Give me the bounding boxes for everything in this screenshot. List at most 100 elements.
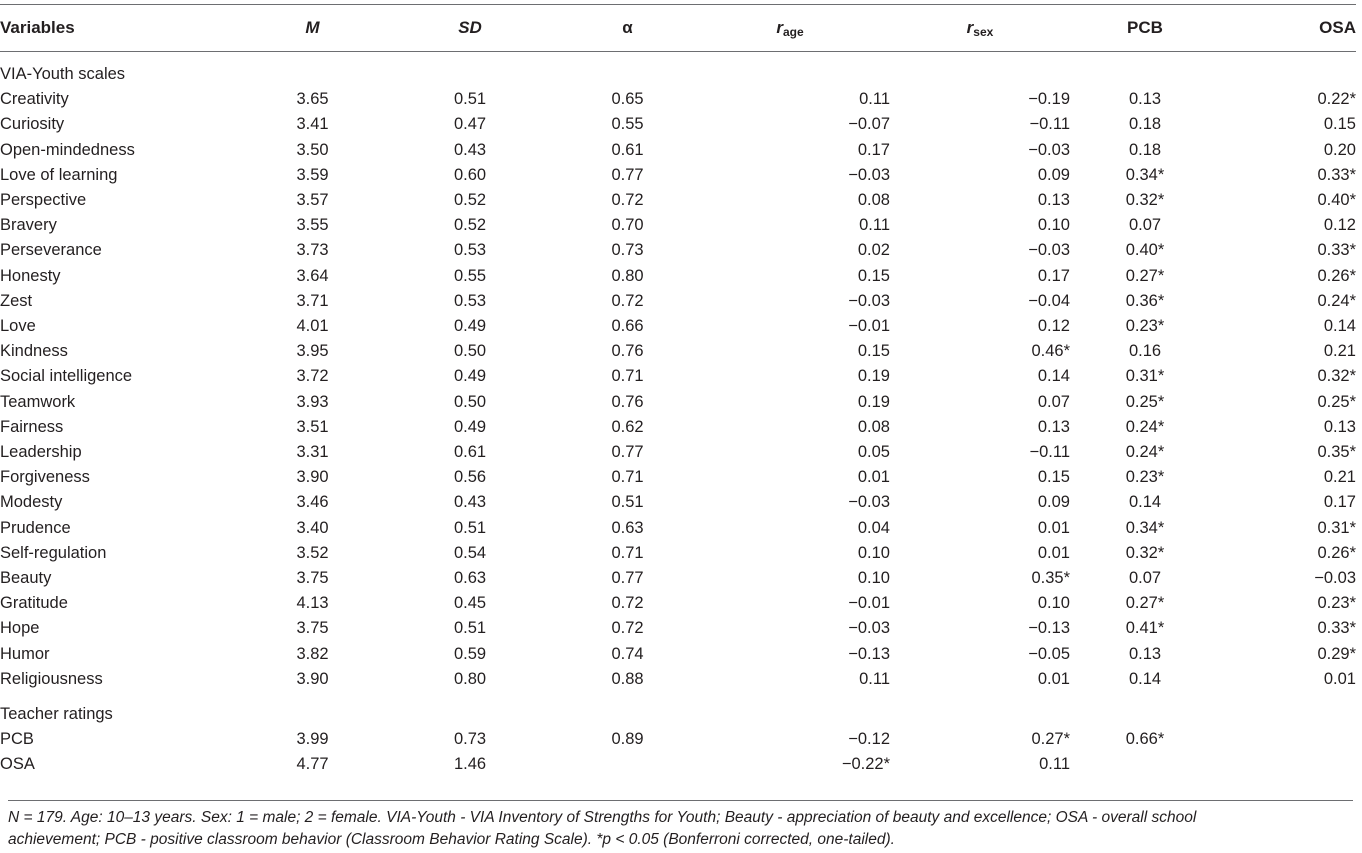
cell-alpha: 0.72 xyxy=(611,291,644,310)
cell-mean: 3.73 xyxy=(296,241,329,260)
cell-r-age: 0.02 xyxy=(857,241,890,260)
cell-r-age: 0.11 xyxy=(859,669,890,688)
cell-r-sex: 0.01 xyxy=(1037,518,1070,537)
header-r-age: rage xyxy=(690,4,890,52)
cell-pcb: 0.13 xyxy=(1128,90,1162,109)
table-row: Self-regulation 3.52 0.54 0.71 0.10 0.01 0.32*… xyxy=(0,541,1356,566)
cell-pcb: 0.23* xyxy=(1125,468,1165,487)
cell-mean: 4.13 xyxy=(296,594,329,613)
cell-pcb: 0.24* xyxy=(1125,443,1165,462)
cell-r-sex: 0.27* xyxy=(1031,730,1070,749)
header-variables: Variables xyxy=(0,4,250,52)
cell-pcb: 0.14 xyxy=(1128,669,1162,688)
cell-pcb: 0.34* xyxy=(1125,165,1165,184)
cell-sd: 0.51 xyxy=(453,90,487,109)
cell-osa: 0.12 xyxy=(1323,216,1356,235)
cell-pcb: 0.07 xyxy=(1128,569,1162,588)
cell-r-age: 0.01 xyxy=(857,468,890,487)
statistics-table: Variables M SD α rage rsex PCB OSA VIA-Y… xyxy=(0,4,1356,784)
cell-r-age: −0.03 xyxy=(848,165,890,184)
cell-alpha: 0.63 xyxy=(611,518,644,537)
table-footnote: N = 179. Age: 10–13 years. Sex: 1 = male… xyxy=(8,800,1353,851)
cell-mean: 3.59 xyxy=(296,165,329,184)
table-row: Love 4.01 0.49 0.66 −0.01 0.12 0.23* 0.14 xyxy=(0,314,1356,339)
cell-pcb: 0.40* xyxy=(1125,241,1165,260)
table-row: Creativity 3.65 0.51 0.65 0.11 −0.19 0.13 0.22* xyxy=(0,87,1356,112)
cell-r-age: −0.07 xyxy=(848,115,890,134)
cell-r-sex: −0.19 xyxy=(1028,90,1070,109)
cell-r-sex: 0.13 xyxy=(1037,191,1070,210)
cell-pcb: 0.41* xyxy=(1125,619,1165,638)
cell-sd: 0.52 xyxy=(453,191,487,210)
cell-sd: 0.49 xyxy=(453,367,487,386)
cell-mean: 3.90 xyxy=(296,468,329,487)
cell-variable: Prudence xyxy=(0,518,71,537)
table-row: Social intelligence 3.72 0.49 0.71 0.19 0.14 0… xyxy=(0,364,1356,389)
cell-alpha: 0.71 xyxy=(611,543,644,562)
section-label-teacher: Teacher ratings xyxy=(0,705,113,724)
cell-r-age: −0.22* xyxy=(841,755,890,774)
cell-alpha: 0.72 xyxy=(611,594,644,613)
cell-osa: 0.35* xyxy=(1317,443,1356,462)
cell-r-sex: −0.05 xyxy=(1028,644,1070,663)
cell-pcb: 0.24* xyxy=(1125,417,1165,436)
cell-mean: 3.99 xyxy=(296,730,329,749)
cell-r-age: −0.12 xyxy=(848,730,890,749)
table-row: Modesty 3.46 0.43 0.51 −0.03 0.09 0.14 0.17 xyxy=(0,490,1356,515)
section-label-via: VIA-Youth scales xyxy=(0,65,126,83)
cell-r-age: 0.05 xyxy=(857,443,890,462)
cell-sd: 0.59 xyxy=(453,644,487,663)
cell-variable: Leadership xyxy=(0,443,82,462)
cell-mean: 3.52 xyxy=(296,543,329,562)
cell-alpha: 0.66 xyxy=(611,317,644,336)
cell-osa: −0.03 xyxy=(1314,569,1356,588)
table-row: Hope 3.75 0.51 0.72 −0.03 −0.13 0.41* 0.33* xyxy=(0,616,1356,641)
cell-mean: 3.75 xyxy=(296,569,329,588)
cell-alpha: 0.71 xyxy=(611,367,644,386)
table-row: Perspective 3.57 0.52 0.72 0.08 0.13 0.32* 0.40… xyxy=(0,188,1356,213)
cell-alpha: 0.74 xyxy=(611,644,644,663)
table-row: Curiosity 3.41 0.47 0.55 −0.07 −0.11 0.18 0.15 xyxy=(0,112,1356,137)
cell-r-age: 0.15 xyxy=(857,266,890,285)
cell-osa xyxy=(1220,727,1356,752)
cell-sd: 0.61 xyxy=(453,443,487,462)
cell-sd: 0.56 xyxy=(453,468,487,487)
cell-r-sex: 0.10 xyxy=(1037,216,1070,235)
section-row-teacher: Teacher ratings xyxy=(0,692,1356,727)
cell-osa: 0.23* xyxy=(1317,594,1356,613)
table-row: Leadership 3.31 0.61 0.77 0.05 −0.11 0.24* 0.35… xyxy=(0,440,1356,465)
cell-alpha: 0.65 xyxy=(611,90,644,109)
cell-sd: 0.52 xyxy=(453,216,487,235)
cell-variable: Fairness xyxy=(0,417,64,436)
cell-r-sex: 0.01 xyxy=(1037,543,1070,562)
cell-osa: 0.33* xyxy=(1317,165,1356,184)
cell-variable: Zest xyxy=(0,291,33,310)
cell-mean: 3.57 xyxy=(296,191,329,210)
table-row: Open-mindedness 3.50 0.43 0.61 0.17 −0.03 0.18… xyxy=(0,138,1356,163)
table-row: PCB 3.99 0.73 0.89 −0.12 0.27* 0.66* xyxy=(0,727,1356,752)
cell-pcb: 0.13 xyxy=(1128,644,1162,663)
cell-alpha: 0.72 xyxy=(611,191,644,210)
cell-osa: 0.15 xyxy=(1323,115,1356,134)
cell-mean: 3.41 xyxy=(296,115,329,134)
cell-osa: 0.32* xyxy=(1317,367,1356,386)
cell-sd: 0.55 xyxy=(453,266,487,285)
cell-mean: 3.51 xyxy=(296,417,329,436)
cell-r-age: 0.19 xyxy=(857,367,890,386)
cell-r-age: 0.08 xyxy=(857,191,890,210)
cell-variable: Teamwork xyxy=(0,392,76,411)
cell-sd: 0.53 xyxy=(453,241,487,260)
cell-mean: 4.77 xyxy=(296,755,329,774)
cell-sd: 0.50 xyxy=(453,342,487,361)
cell-osa: 0.26* xyxy=(1317,543,1356,562)
cell-pcb: 0.27* xyxy=(1125,594,1165,613)
cell-mean: 3.72 xyxy=(296,367,329,386)
cell-variable: OSA xyxy=(0,755,35,774)
cell-mean: 3.40 xyxy=(296,518,329,537)
cell-variable: Forgiveness xyxy=(0,468,90,487)
table-row: Bravery 3.55 0.52 0.70 0.11 0.10 0.07 0.12 xyxy=(0,213,1356,238)
cell-mean: 3.71 xyxy=(296,291,329,310)
cell-variable: Religiousness xyxy=(0,669,103,688)
cell-r-sex: 0.35* xyxy=(1031,569,1070,588)
cell-osa: 0.31* xyxy=(1317,518,1356,537)
